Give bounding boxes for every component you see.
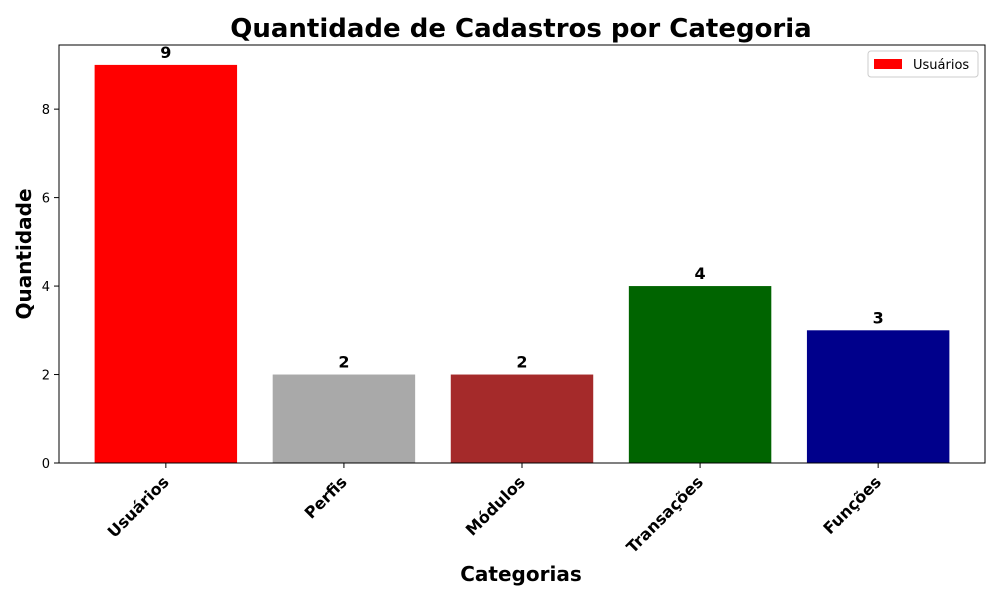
data-label-usuarios: 9 [160, 43, 171, 62]
legend-swatch [874, 59, 902, 69]
data-label-modulos: 2 [516, 353, 527, 372]
y-tick-label: 2 [42, 369, 50, 384]
bar-funcoes [806, 330, 950, 463]
data-label-perfis: 2 [338, 353, 349, 372]
chart-title: Quantidade de Cadastros por Categoria [230, 14, 811, 44]
x-axis-label: Categorias [460, 562, 581, 586]
data-label-funcoes: 3 [873, 308, 884, 327]
x-tick-label-transacoes: Transações [622, 472, 706, 556]
plot-frame [58, 44, 986, 464]
y-axis-label: Quantidade [12, 188, 36, 319]
y-tick-label: 4 [42, 280, 50, 295]
x-tick-label-funcoes: Funções [819, 472, 885, 538]
x-tick-label-usuarios: Usuários [104, 472, 173, 541]
legend-box [867, 50, 979, 78]
data-label-transacoes: 4 [695, 264, 706, 283]
y-tick-label: 0 [42, 457, 50, 472]
bars-layer: 9 2 2 4 3 [94, 43, 950, 464]
y-tick-label: 8 [42, 103, 50, 118]
legend: Usuários [867, 50, 979, 78]
bar-perfis [272, 374, 416, 463]
x-tick-label-perfis: Perfis [301, 472, 351, 522]
bar-usuarios [94, 64, 238, 464]
legend-label: Usuários [913, 58, 969, 73]
bar-transacoes [628, 286, 772, 463]
x-tick-label-modulos: Módulos [462, 472, 529, 539]
y-tick-label: 6 [42, 192, 50, 207]
bar-modulos [450, 374, 594, 463]
